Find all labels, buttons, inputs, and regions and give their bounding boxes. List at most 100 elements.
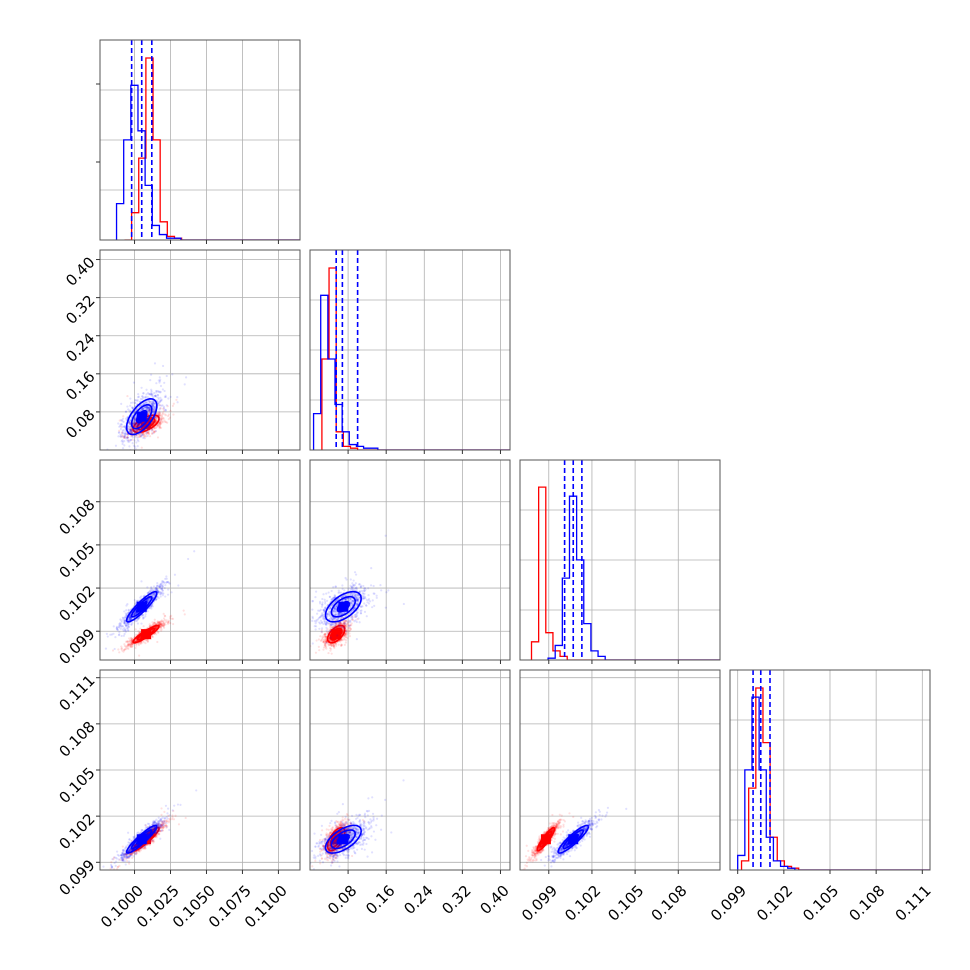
scatter-point-series-0: [158, 621, 161, 624]
scatter-point-series-1: [135, 424, 138, 428]
scatter-point-series-1: [158, 585, 162, 589]
scatter-point-series-0: [129, 430, 132, 433]
scatter-point-series-1: [143, 406, 147, 409]
scatter-point-series-1: [326, 613, 329, 616]
scatter-point-series-0: [130, 641, 133, 644]
scatter-point-series-1: [344, 619, 347, 622]
scatter-point-series-1: [128, 440, 131, 443]
scatter-point-series-1: [301, 624, 303, 626]
scatter-point-series-1: [329, 616, 333, 619]
scatter-point-series-1: [177, 584, 180, 587]
scatter-point-series-0: [317, 645, 320, 648]
scatter-point-series-1: [129, 614, 132, 618]
scatter-point-series-1: [134, 602, 137, 605]
scatter-point-series-1: [127, 439, 130, 442]
scatter-point-series-1: [133, 419, 136, 422]
scatter-point-series-1: [162, 580, 165, 583]
scatter-point-series-1: [129, 428, 132, 431]
scatter-point-series-1: [159, 595, 162, 598]
scatter-point-series-1: [156, 394, 159, 397]
scatter-point-series-1: [122, 428, 125, 432]
scatter-point-series-1: [149, 605, 152, 608]
scatter-point-series-0: [332, 644, 335, 648]
scatter-point-series-1: [149, 393, 152, 396]
scatter-point-series-0: [350, 624, 353, 627]
scatter-point-series-0: [123, 435, 126, 438]
scatter-point-series-1: [130, 428, 133, 431]
scatter-point-series-1: [329, 622, 332, 625]
scatter-point-series-1: [136, 618, 139, 621]
scatter-point-series-1: [330, 617, 334, 620]
scatter-point-series-1: [134, 417, 137, 420]
scatter-point-series-1: [156, 582, 159, 585]
scatter-point-series-0: [160, 624, 164, 627]
scatter-point-series-1: [352, 599, 355, 602]
scatter-point-series-1: [133, 423, 136, 426]
scatter-point-series-0: [130, 428, 133, 431]
scatter-point-series-1: [124, 623, 128, 627]
scatter-point-series-0: [126, 644, 130, 647]
scatter-point-series-1: [333, 627, 336, 630]
scatter-point-series-1: [133, 611, 137, 614]
scatter-point-series-1: [143, 401, 146, 404]
scatter-point-series-0: [334, 642, 338, 645]
scatter-point-series-1: [141, 613, 144, 617]
scatter-point-series-0: [318, 649, 321, 652]
scatter-point-series-0: [160, 415, 164, 418]
scatter-point-series-1: [123, 432, 126, 435]
scatter-point-series-1: [328, 618, 331, 621]
scatter-point-series-1: [155, 588, 158, 592]
scatter-point-series-1: [118, 425, 121, 428]
scatter-point-series-0: [162, 626, 166, 629]
scatter-point-series-1: [148, 426, 151, 430]
scatter-point-series-1: [137, 617, 140, 620]
scatter-point-series-0: [147, 412, 150, 415]
scatter-point-series-1: [118, 633, 121, 636]
scatter-point-series-1: [124, 629, 128, 632]
scatter-point-series-1: [146, 406, 149, 409]
scatter-point-series-1: [114, 635, 117, 639]
scatter-point-series-1: [150, 604, 153, 607]
scatter-point-series-1: [136, 423, 140, 426]
scatter-point-series-1: [325, 620, 328, 624]
scatter-point-series-0: [325, 631, 329, 634]
scatter-point-series-1: [324, 623, 327, 626]
scatter-point-series-0: [158, 414, 161, 417]
scatter-point-series-0: [162, 407, 165, 410]
scatter-point-series-1: [359, 612, 363, 615]
scatter-point-series-1: [123, 435, 126, 439]
scatter-point-series-1: [170, 591, 173, 594]
scatter-point-series-1: [128, 409, 131, 412]
scatter-point-series-1: [144, 615, 147, 618]
scatter-point-series-0: [183, 613, 186, 616]
scatter-point-series-1: [133, 420, 136, 423]
scatter-point-series-1: [126, 627, 129, 630]
scatter-point-series-0: [350, 615, 353, 618]
scatter-point-series-1: [330, 616, 333, 620]
scatter-point-series-0: [135, 428, 138, 432]
scatter-point-series-0: [159, 623, 162, 626]
scatter-point-series-1: [357, 598, 360, 601]
scatter-point-series-1: [137, 423, 141, 426]
scatter-point-series-1: [147, 407, 150, 410]
panel-frame: [99, 249, 301, 451]
scatter-point-series-0: [159, 623, 162, 626]
scatter-point-series-0: [339, 621, 342, 624]
scatter-point-series-1: [157, 597, 160, 600]
scatter-point-series-1: [130, 406, 134, 409]
scatter-point-series-0: [342, 621, 346, 624]
scatter-point-series-0: [158, 411, 161, 414]
scatter-point-series-1: [152, 593, 155, 596]
scatter-point-series-1: [124, 433, 127, 436]
scatter-point-series-1: [164, 409, 167, 412]
scatter-point-series-1: [133, 599, 136, 602]
scatter-point-series-0: [134, 417, 137, 420]
scatter-point-series-1: [146, 409, 150, 412]
scatter-point-series-1: [127, 623, 130, 626]
scatter-point-series-0: [345, 631, 348, 634]
scatter-point-series-1: [137, 393, 140, 396]
scatter-point-series-0: [342, 621, 346, 624]
scatter-point-series-1: [164, 577, 167, 580]
scatter-point-series-1: [124, 614, 128, 617]
scatter-point-series-0: [159, 625, 162, 629]
